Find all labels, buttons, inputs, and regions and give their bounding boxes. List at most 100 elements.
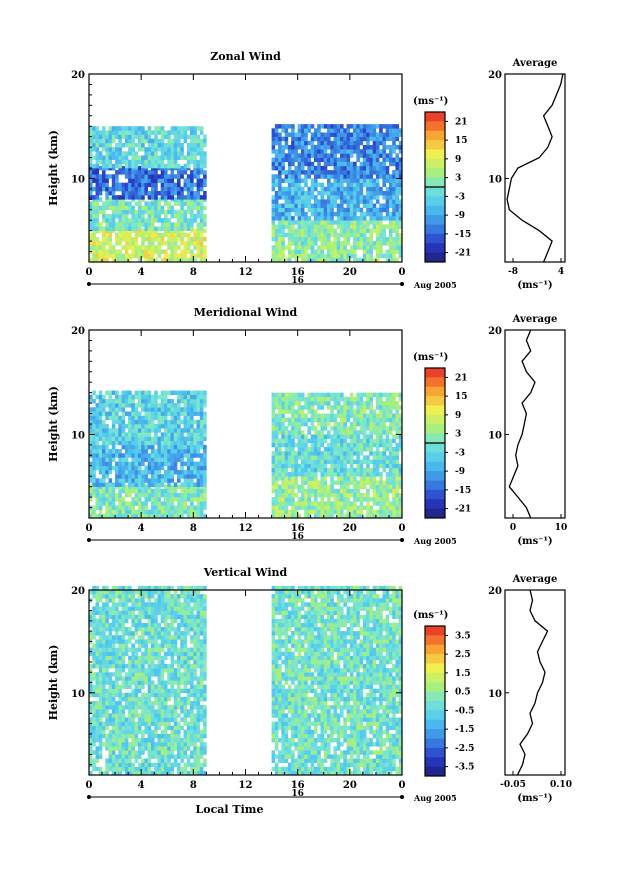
heat-cell bbox=[287, 497, 292, 502]
heat-cell bbox=[287, 434, 292, 439]
heat-cell bbox=[163, 461, 168, 467]
heat-cell bbox=[121, 457, 126, 462]
heat-cell bbox=[95, 610, 100, 615]
heat-cell bbox=[388, 145, 393, 150]
heat-cell bbox=[307, 480, 312, 485]
heat-cell bbox=[346, 149, 351, 154]
heat-cell bbox=[137, 245, 142, 250]
heat-cell bbox=[369, 236, 373, 242]
heat-cell bbox=[173, 440, 178, 446]
heat-cell bbox=[323, 145, 328, 150]
heat-cell bbox=[98, 505, 103, 510]
heat-cell bbox=[137, 155, 142, 160]
heat-cell bbox=[330, 413, 334, 419]
heat-cell bbox=[336, 174, 341, 179]
heat-cell bbox=[203, 497, 207, 502]
heat-cell bbox=[356, 472, 360, 477]
heat-cell bbox=[274, 140, 279, 146]
heat-cell bbox=[141, 398, 145, 404]
heat-cell bbox=[271, 451, 276, 456]
heat-cell bbox=[128, 174, 132, 179]
heat-cell bbox=[336, 140, 341, 146]
heat-cell bbox=[330, 140, 334, 146]
heat-cell bbox=[388, 157, 393, 163]
heat-cell bbox=[141, 415, 145, 421]
heat-cell bbox=[307, 472, 312, 477]
heat-cell bbox=[359, 178, 364, 183]
heat-cell bbox=[313, 401, 318, 406]
heat-cell bbox=[121, 411, 126, 416]
heat-cell bbox=[203, 492, 207, 498]
heat-cell bbox=[193, 163, 197, 169]
heat-cell bbox=[167, 492, 171, 498]
heat-cell bbox=[154, 440, 158, 446]
heat-cell bbox=[359, 396, 364, 402]
heat-cell bbox=[144, 178, 148, 183]
heat-cell bbox=[137, 170, 142, 175]
heat-cell bbox=[95, 453, 100, 458]
heat-cell bbox=[274, 459, 279, 464]
heat-cell bbox=[118, 478, 122, 483]
heat-cell bbox=[108, 701, 113, 706]
y-tick-label: 20 bbox=[71, 70, 85, 81]
heat-cell bbox=[92, 766, 96, 772]
heat-cell bbox=[320, 505, 325, 510]
heat-cell bbox=[313, 199, 318, 204]
heat-cell bbox=[115, 647, 119, 652]
heat-cell bbox=[98, 680, 103, 685]
heat-cell bbox=[115, 257, 119, 263]
heat-cell bbox=[121, 159, 126, 165]
heat-cell bbox=[115, 659, 119, 665]
heat-cell bbox=[173, 201, 178, 206]
heat-cell bbox=[320, 182, 325, 188]
heat-cell bbox=[150, 482, 155, 487]
heat-cell bbox=[180, 390, 184, 396]
heat-cell bbox=[297, 455, 302, 460]
heat-cell bbox=[395, 501, 400, 506]
heat-cell bbox=[141, 253, 145, 259]
heat-cell bbox=[167, 478, 171, 483]
heat-cell bbox=[98, 742, 103, 747]
heat-cell bbox=[105, 390, 109, 396]
heat-cell bbox=[160, 461, 165, 467]
colorbar-segment bbox=[425, 508, 445, 519]
heat-cell bbox=[375, 220, 380, 225]
heat-cell bbox=[346, 232, 351, 238]
heat-cell bbox=[163, 163, 168, 169]
heat-cell bbox=[359, 421, 364, 427]
heat-cell bbox=[121, 668, 126, 673]
heat-cell bbox=[307, 430, 312, 435]
heat-cell bbox=[173, 197, 178, 202]
heat-cell bbox=[183, 253, 188, 259]
heat-cell bbox=[108, 142, 113, 148]
heat-cell bbox=[320, 392, 325, 398]
heat-cell bbox=[398, 199, 403, 204]
heat-cell bbox=[160, 134, 165, 140]
heat-cell bbox=[186, 178, 191, 183]
heat-cell bbox=[379, 497, 383, 502]
heat-cell bbox=[157, 403, 162, 408]
heat-cell bbox=[199, 482, 204, 487]
heat-cell bbox=[144, 411, 148, 416]
heat-cell bbox=[271, 488, 276, 494]
heat-cell bbox=[144, 257, 148, 263]
heat-cell bbox=[388, 430, 393, 435]
heat-cell bbox=[190, 253, 194, 259]
heat-cell bbox=[336, 161, 341, 167]
heat-cell bbox=[183, 218, 188, 223]
heat-cell bbox=[333, 186, 338, 192]
heat-cell bbox=[362, 236, 367, 242]
heat-cell bbox=[297, 426, 302, 431]
heat-cell bbox=[346, 236, 351, 242]
heat-cell bbox=[170, 174, 175, 179]
heat-cell bbox=[95, 407, 100, 412]
heat-cell bbox=[372, 195, 377, 200]
heat-cell bbox=[98, 627, 103, 632]
heat-cell bbox=[144, 226, 148, 231]
heat-cell bbox=[147, 465, 152, 471]
heat-cell bbox=[105, 758, 109, 763]
heat-cell bbox=[353, 476, 357, 481]
heat-cell bbox=[115, 705, 119, 710]
heat-cell bbox=[180, 213, 184, 219]
heat-cell bbox=[131, 436, 135, 442]
